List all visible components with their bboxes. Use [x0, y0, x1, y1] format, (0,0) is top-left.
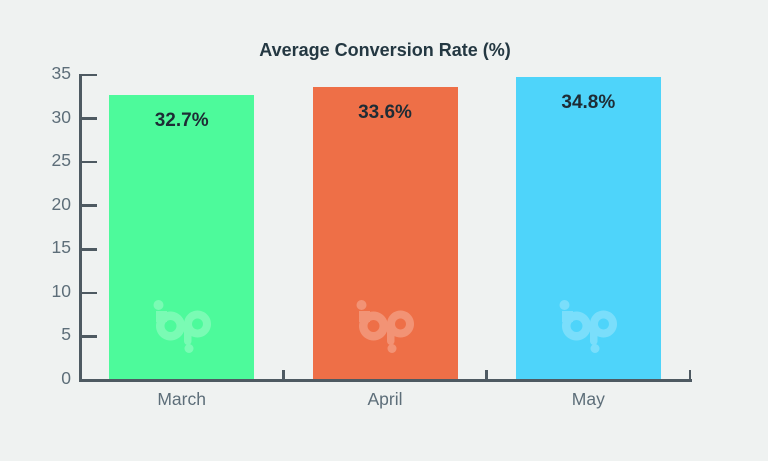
bp-watermark-icon	[559, 300, 618, 353]
bp-watermark	[555, 296, 621, 354]
x-tick-mark	[282, 370, 285, 380]
bar-value-label: 33.6%	[358, 102, 412, 124]
x-tick-label: April	[367, 389, 403, 409]
bp-watermark-icon	[356, 300, 415, 353]
bar-may	[515, 76, 661, 380]
bp-watermark-icon	[153, 300, 211, 353]
x-axis-line	[79, 379, 692, 382]
y-tick-label: 30	[51, 106, 71, 127]
y-axis-line	[79, 74, 82, 381]
y-tick-label: 5	[61, 324, 71, 345]
x-tick-label: March	[157, 389, 206, 409]
y-tick-mark	[80, 248, 97, 251]
y-tick-mark	[80, 291, 97, 295]
y-tick-label: 25	[51, 150, 71, 171]
y-tick-mark	[80, 160, 97, 164]
y-tick-label: 20	[51, 193, 71, 214]
x-tick-label: May	[571, 389, 605, 409]
bp-watermark	[149, 296, 215, 354]
bp-watermark	[352, 296, 418, 354]
bar-april	[312, 87, 458, 380]
bar-value-label: 34.8%	[561, 91, 616, 113]
y-tick-mark	[80, 335, 97, 338]
x-tick-mark	[688, 370, 692, 380]
y-tick-label: 35	[51, 63, 71, 83]
y-tick-label: 0	[61, 368, 71, 388]
bar-march	[109, 95, 255, 380]
chart-title: Average Conversion Rate (%)	[259, 40, 511, 60]
y-tick-mark	[80, 117, 97, 120]
y-tick-label: 15	[51, 237, 71, 258]
bar-value-label: 32.7%	[154, 110, 209, 132]
y-tick-mark	[80, 204, 97, 207]
y-tick-label: 10	[51, 280, 71, 301]
x-tick-mark	[485, 370, 488, 380]
y-tick-mark	[80, 73, 97, 77]
